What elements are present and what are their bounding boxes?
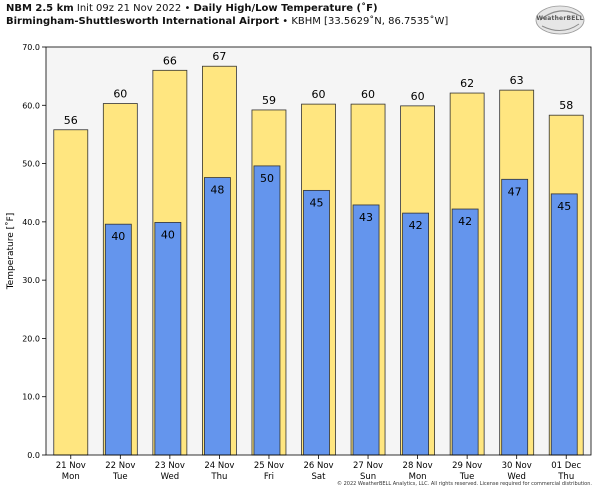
y-axis: 0.0 10.0 20.0 30.0 40.0 50.0 60.0 70.0 (22, 43, 46, 460)
low-bar (303, 189, 330, 456)
location-name: Birmingham-Shuttlesworth International A… (6, 16, 280, 27)
logo-swirl-icon (535, 5, 585, 35)
low-value-label: 42 (458, 215, 472, 228)
low-bar (352, 204, 380, 456)
x-tick-weekday: Tue (112, 472, 128, 482)
x-tick-date: 28 Nov (403, 461, 433, 471)
low-bar (402, 212, 429, 456)
station-info: KBHM [33.5629˚N, 86.7535˚W] (291, 16, 449, 27)
y-tick-label: 0.0 (27, 451, 40, 460)
high-value-label: 56 (64, 114, 78, 127)
x-tick-date: 30 Nov (502, 461, 532, 471)
bar-labels: 56 60 40 66 40 67 48 59 50 60 45 60 43 60 42 62 42 63 47 58… (64, 50, 573, 243)
low-bar (451, 208, 479, 456)
y-tick-label: 10.0 (22, 393, 40, 402)
model-name: NBM 2.5 km (6, 3, 74, 14)
weatherbell-logo: WeatherBELL (532, 2, 588, 40)
high-value-label: 63 (510, 74, 524, 87)
x-tick-date: 27 Nov (353, 461, 383, 471)
x-tick-weekday: Mon (409, 472, 427, 482)
low-bar (501, 178, 529, 456)
x-tick-date: 25 Nov (254, 461, 284, 471)
low-bar (204, 177, 231, 456)
x-tick-weekday: Fri (264, 472, 274, 482)
y-tick-label: 20.0 (22, 334, 40, 343)
y-tick-label: 70.0 (22, 43, 40, 52)
x-tick-date: 23 Nov (155, 461, 185, 471)
separator: • (282, 16, 289, 27)
low-bar (550, 193, 578, 456)
high-value-label: 60 (312, 88, 326, 101)
x-tick-weekday: Wed (507, 472, 526, 482)
high-value-label: 67 (212, 50, 226, 63)
low-bars (104, 165, 578, 456)
location-line: Birmingham-Shuttlesworth International A… (6, 16, 448, 28)
copyright-notice: © 2022 WeatherBELL Analytics, LLC. All r… (337, 481, 592, 487)
x-tick-date: 22 Nov (105, 461, 135, 471)
y-tick-label: 50.0 (22, 160, 40, 169)
x-tick-date: 21 Nov (56, 461, 86, 471)
x-tick-date: 26 Nov (303, 461, 333, 471)
low-value-label: 40 (111, 230, 125, 243)
low-value-label: 48 (210, 184, 224, 197)
y-axis-label: Temperature [˚F] (5, 213, 16, 291)
high-bar (53, 129, 89, 456)
low-value-label: 47 (508, 185, 522, 198)
x-tick-date: 24 Nov (204, 461, 234, 471)
high-value-label: 60 (361, 88, 375, 101)
x-tick-weekday: Thu (557, 472, 574, 482)
low-bar (104, 223, 132, 456)
low-value-label: 45 (557, 200, 571, 213)
x-tick-weekday: Sun (360, 472, 376, 482)
high-value-label: 59 (262, 94, 276, 107)
product-name: Daily High/Low Temperature (˚F) (193, 3, 378, 14)
x-tick-weekday: Mon (62, 472, 80, 482)
init-time: Init 09z 21 Nov 2022 (76, 3, 182, 14)
x-tick-weekday: Sat (312, 472, 327, 482)
high-value-label: 60 (411, 90, 425, 103)
x-tick-weekday: Thu (210, 472, 227, 482)
high-value-label: 58 (559, 99, 573, 112)
x-tick-weekday: Wed (161, 472, 180, 482)
low-value-label: 43 (359, 211, 373, 224)
y-tick-label: 40.0 (22, 218, 40, 227)
logo-text: WeatherBELL (536, 15, 584, 22)
low-value-label: 45 (310, 196, 324, 209)
title-line: NBM 2.5 km Init 09z 21 Nov 2022 • Daily … (6, 3, 378, 15)
low-bar (253, 165, 281, 456)
low-bar (154, 222, 182, 456)
x-tick-date: 29 Nov (452, 461, 482, 471)
low-value-label: 42 (409, 219, 423, 232)
high-value-label: 60 (113, 88, 127, 101)
x-tick-date: 01 Dec (551, 461, 581, 471)
high-value-label: 62 (460, 77, 474, 90)
x-tick-weekday: Tue (459, 472, 475, 482)
separator: • (184, 3, 191, 14)
y-tick-label: 30.0 (22, 276, 40, 285)
low-value-label: 50 (260, 172, 274, 185)
y-tick-label: 60.0 (22, 101, 40, 110)
low-value-label: 40 (161, 228, 175, 241)
high-value-label: 66 (163, 54, 177, 67)
